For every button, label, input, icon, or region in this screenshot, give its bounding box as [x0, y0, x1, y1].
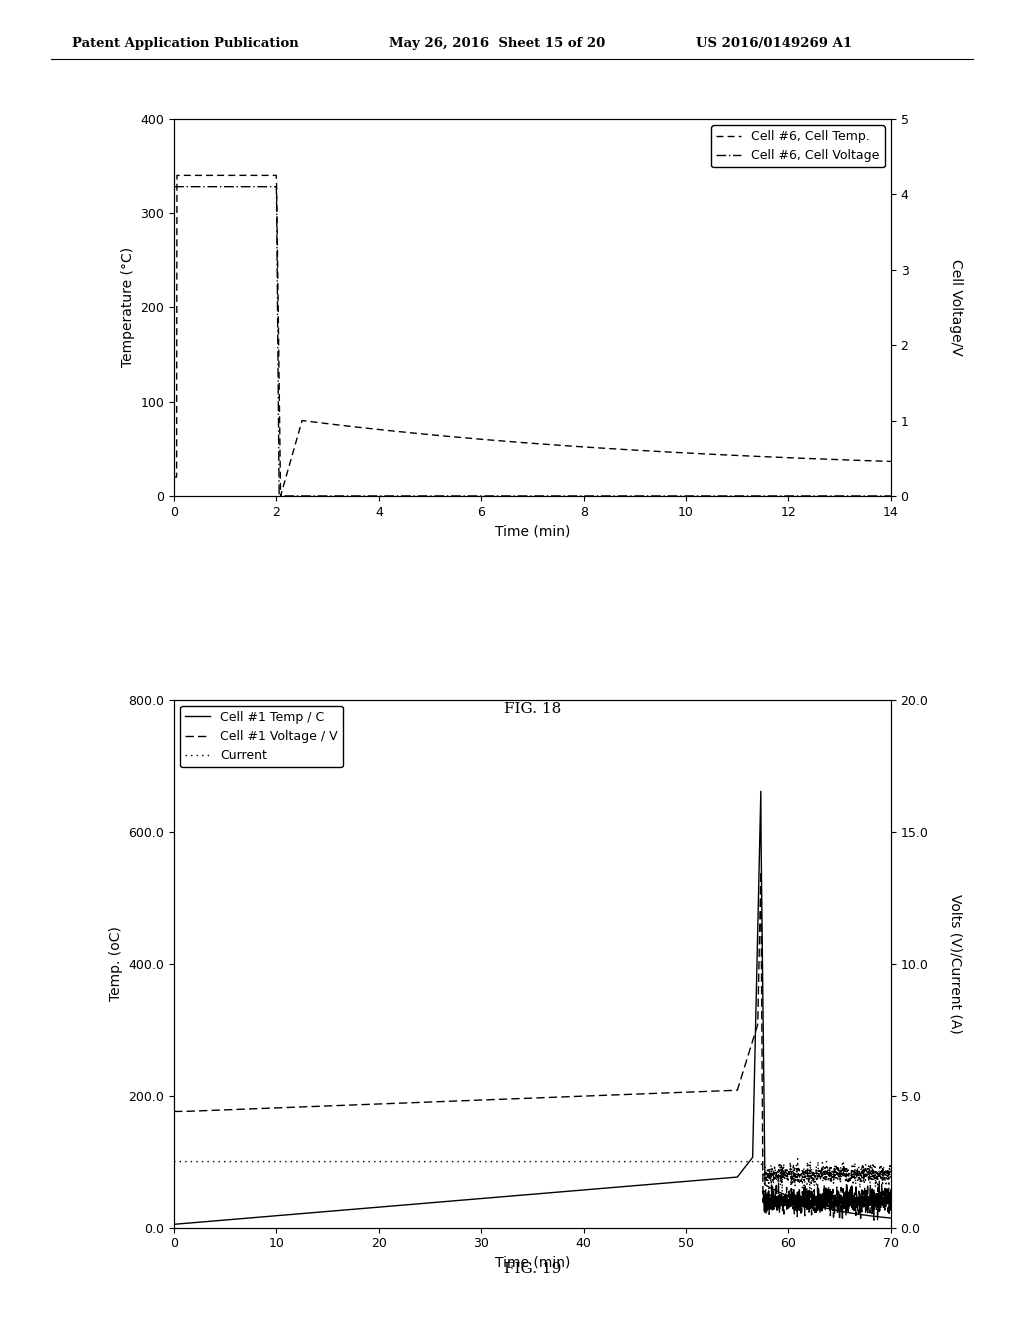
Legend: Cell #6, Cell Temp., Cell #6, Cell Voltage: Cell #6, Cell Temp., Cell #6, Cell Volta… — [712, 125, 885, 168]
X-axis label: Time (min): Time (min) — [495, 1255, 570, 1270]
Text: May 26, 2016  Sheet 15 of 20: May 26, 2016 Sheet 15 of 20 — [389, 37, 605, 50]
Y-axis label: Cell Voltage/V: Cell Voltage/V — [948, 259, 963, 356]
Text: Patent Application Publication: Patent Application Publication — [72, 37, 298, 50]
X-axis label: Time (min): Time (min) — [495, 524, 570, 539]
Text: FIG. 18: FIG. 18 — [504, 702, 561, 717]
Text: US 2016/0149269 A1: US 2016/0149269 A1 — [696, 37, 852, 50]
Y-axis label: Temperature (°C): Temperature (°C) — [121, 247, 135, 367]
Y-axis label: Temp. (oC): Temp. (oC) — [109, 927, 123, 1001]
Legend: Cell #1 Temp / C, Cell #1 Voltage / V, Current: Cell #1 Temp / C, Cell #1 Voltage / V, C… — [180, 706, 343, 767]
Y-axis label: Volts (V)/Current (A): Volts (V)/Current (A) — [948, 894, 963, 1034]
Text: FIG. 19: FIG. 19 — [504, 1262, 561, 1276]
